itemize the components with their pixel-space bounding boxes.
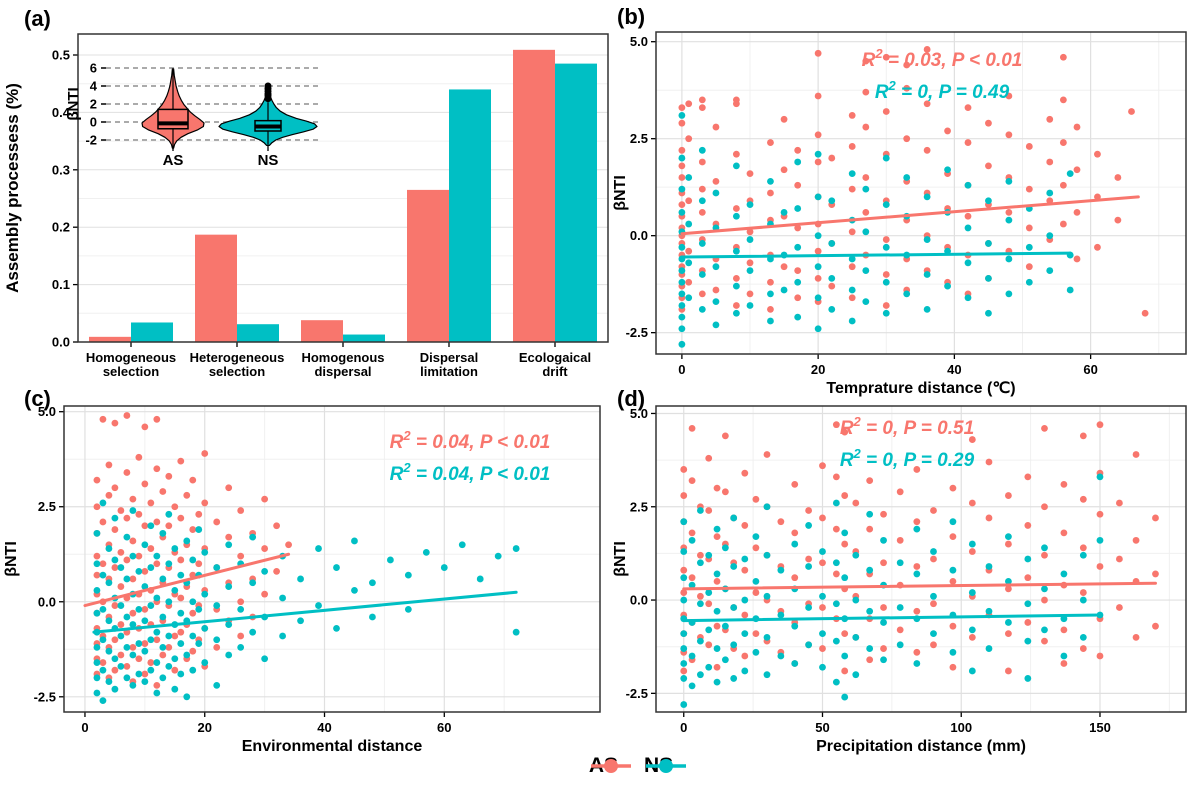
- svg-text:60: 60: [437, 720, 451, 735]
- svg-text:5.0: 5.0: [630, 406, 648, 421]
- panel-b-x-axis-title: Temprature distance (℃): [826, 380, 1015, 397]
- svg-text:0: 0: [81, 720, 88, 735]
- bar-as-2: [301, 320, 343, 342]
- violin-inset: βNTI 6 4 2 0 -2 AS NS: [65, 61, 322, 169]
- svg-text:0: 0: [680, 720, 687, 735]
- svg-text:6: 6: [90, 61, 97, 76]
- panel-d-x-axis-title: Precipitation distance (mm): [816, 738, 1026, 755]
- scatter-plot-area-c: 0 20 40 60 -2.5 0.0 2.5 5.0 R2 = 0.04, P < 0.01 R…: [34, 404, 601, 735]
- bar-ns-3: [449, 89, 491, 342]
- panel-b-temperature-scatter: (b) 0 20 40 60 -2.5 0.0 2.5 5.0 R2 = 0.03, P < 0…: [612, 4, 1187, 397]
- svg-text:0: 0: [678, 362, 685, 377]
- bar-chart-plot-area: Homogeneous selection Heterogeneous selecti…: [52, 33, 609, 379]
- svg-text:5.0: 5.0: [38, 404, 56, 419]
- panel-b-label: (b): [617, 4, 645, 29]
- svg-text:2.5: 2.5: [38, 499, 56, 514]
- panel-a-assembly-bar-chart: (a) Assembly processess (%) Homogeneous s…: [3, 6, 609, 379]
- svg-text:0: 0: [90, 115, 97, 130]
- bar-as-4: [513, 49, 555, 343]
- legend-item-as: AS: [589, 754, 631, 778]
- svg-text:2: 2: [90, 97, 97, 112]
- svg-text:4: 4: [90, 79, 98, 94]
- panel-d-label: (d): [617, 386, 645, 411]
- svg-text:0.5: 0.5: [52, 48, 70, 63]
- panel-c-y-axis-title: βNTI: [3, 541, 20, 577]
- trend-ns: [680, 251, 1072, 259]
- svg-text:-2.5: -2.5: [34, 689, 56, 704]
- panel-c-label: (c): [24, 386, 51, 411]
- annotation-b-0: R2 = 0.03, P < 0.01: [862, 46, 1023, 71]
- trend-as: [680, 195, 1140, 236]
- trend-ns: [682, 613, 1102, 623]
- svg-text:150: 150: [1089, 720, 1111, 735]
- svg-text:5.0: 5.0: [630, 34, 648, 49]
- svg-text:0.0: 0.0: [630, 593, 648, 608]
- panel-a-y-axis-title: Assembly processess (%): [3, 83, 22, 293]
- as-legend-marker: [590, 759, 631, 773]
- ns-legend-marker: [646, 759, 686, 773]
- svg-text:0.4: 0.4: [52, 105, 71, 120]
- svg-text:0.1: 0.1: [52, 277, 70, 292]
- svg-text:40: 40: [317, 720, 331, 735]
- panel-d-y-axis-title: βNTI: [612, 541, 629, 577]
- points-ns: [678, 112, 1074, 348]
- points-ns: [93, 499, 520, 704]
- points-ns: [680, 473, 1104, 708]
- svg-text:-2.5: -2.5: [626, 325, 648, 340]
- panel-b-y-axis-title: βNTI: [612, 175, 629, 211]
- svg-text:2.5: 2.5: [630, 131, 648, 146]
- bar-ns-1: [237, 324, 279, 342]
- panel-d-precipitation-scatter: (d) 0 50 100 150 -2.5 0.0 2.5 5.0 R2 = 0, P = 0.…: [612, 386, 1187, 755]
- inset-y-axis-title: βNTI: [65, 87, 82, 120]
- annotation-d-0: R2 = 0, P = 0.51: [840, 414, 974, 439]
- bar-as-0: [89, 336, 131, 342]
- svg-text:NS: NS: [258, 152, 279, 169]
- svg-text:0.0: 0.0: [38, 594, 56, 609]
- trend-as: [83, 552, 291, 608]
- trend-ns: [92, 590, 518, 634]
- svg-text:-2.5: -2.5: [626, 686, 648, 701]
- panel-c-x-axis-title: Environmental distance: [242, 738, 423, 755]
- svg-text:-2: -2: [85, 133, 97, 148]
- bar-as-1: [195, 234, 237, 342]
- panel-c-environmental-scatter: (c) 0 20 40 60 -2.5 0.0 2.5 5.0 R2 = 0.04, P < 0…: [3, 386, 601, 755]
- svg-text:AS: AS: [163, 152, 184, 169]
- annotation-d-1: R2 = 0, P = 0.29: [840, 446, 975, 471]
- svg-text:0.0: 0.0: [52, 335, 70, 350]
- svg-text:2.5: 2.5: [630, 499, 648, 514]
- panel-a-label: (a): [24, 6, 51, 31]
- svg-text:0.2: 0.2: [52, 220, 70, 235]
- svg-text:0.3: 0.3: [52, 162, 70, 177]
- annotation-b-1: R2 = 0, P = 0.49: [875, 78, 1010, 103]
- svg-text:40: 40: [947, 362, 961, 377]
- svg-text:50: 50: [815, 720, 829, 735]
- svg-text:20: 20: [198, 720, 212, 735]
- scatter-plot-area-d: 0 50 100 150 -2.5 0.0 2.5 5.0 R2 = 0, P = 0.51 R2…: [626, 405, 1187, 735]
- figure-legend: AS NS: [0, 754, 1192, 778]
- bar-ns-4: [555, 63, 597, 343]
- svg-text:100: 100: [950, 720, 972, 735]
- svg-text:20: 20: [811, 362, 825, 377]
- trend-as: [682, 581, 1157, 591]
- bar-as-3: [407, 189, 449, 342]
- scatter-plot-area-b: 0 20 40 60 -2.5 0.0 2.5 5.0 R2 = 0.03, P < 0.01 R…: [626, 31, 1187, 377]
- bar-ns-0: [131, 322, 173, 342]
- svg-text:60: 60: [1083, 362, 1097, 377]
- annotation-c-0: R2 = 0.04, P < 0.01: [390, 428, 551, 453]
- points-as: [93, 412, 292, 689]
- legend-item-ns: NS: [644, 754, 686, 778]
- bar-ns-2: [343, 334, 385, 342]
- annotation-c-1: R2 = 0.04, P < 0.01: [390, 460, 551, 485]
- svg-text:0.0: 0.0: [630, 228, 648, 243]
